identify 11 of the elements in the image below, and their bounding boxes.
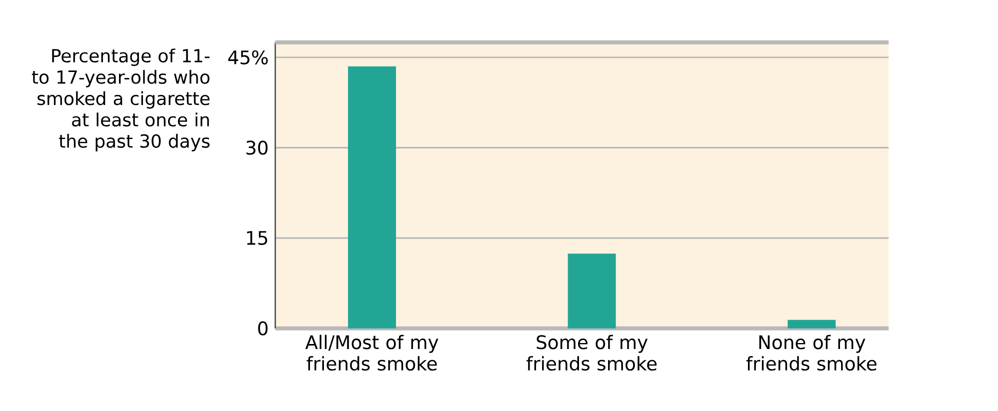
bar (788, 320, 836, 328)
y-tick-label: 30 (246, 140, 268, 155)
y-tick-label: 0 (258, 321, 268, 336)
bar (568, 254, 616, 328)
y-axis-title: Percentage of 11- to 17-year-olds who smoked a cigarette at least once in the past 30 days (32, 48, 210, 152)
bar (348, 66, 396, 328)
x-tick-label: All/Most of my friends smoke (305, 334, 438, 371)
x-tick-label: Some of my friends smoke (526, 334, 657, 371)
y-tick-label: 15 (247, 231, 268, 245)
y-tick-label: 45% (228, 50, 268, 64)
x-tick-label: None of my friends smoke (746, 334, 876, 371)
